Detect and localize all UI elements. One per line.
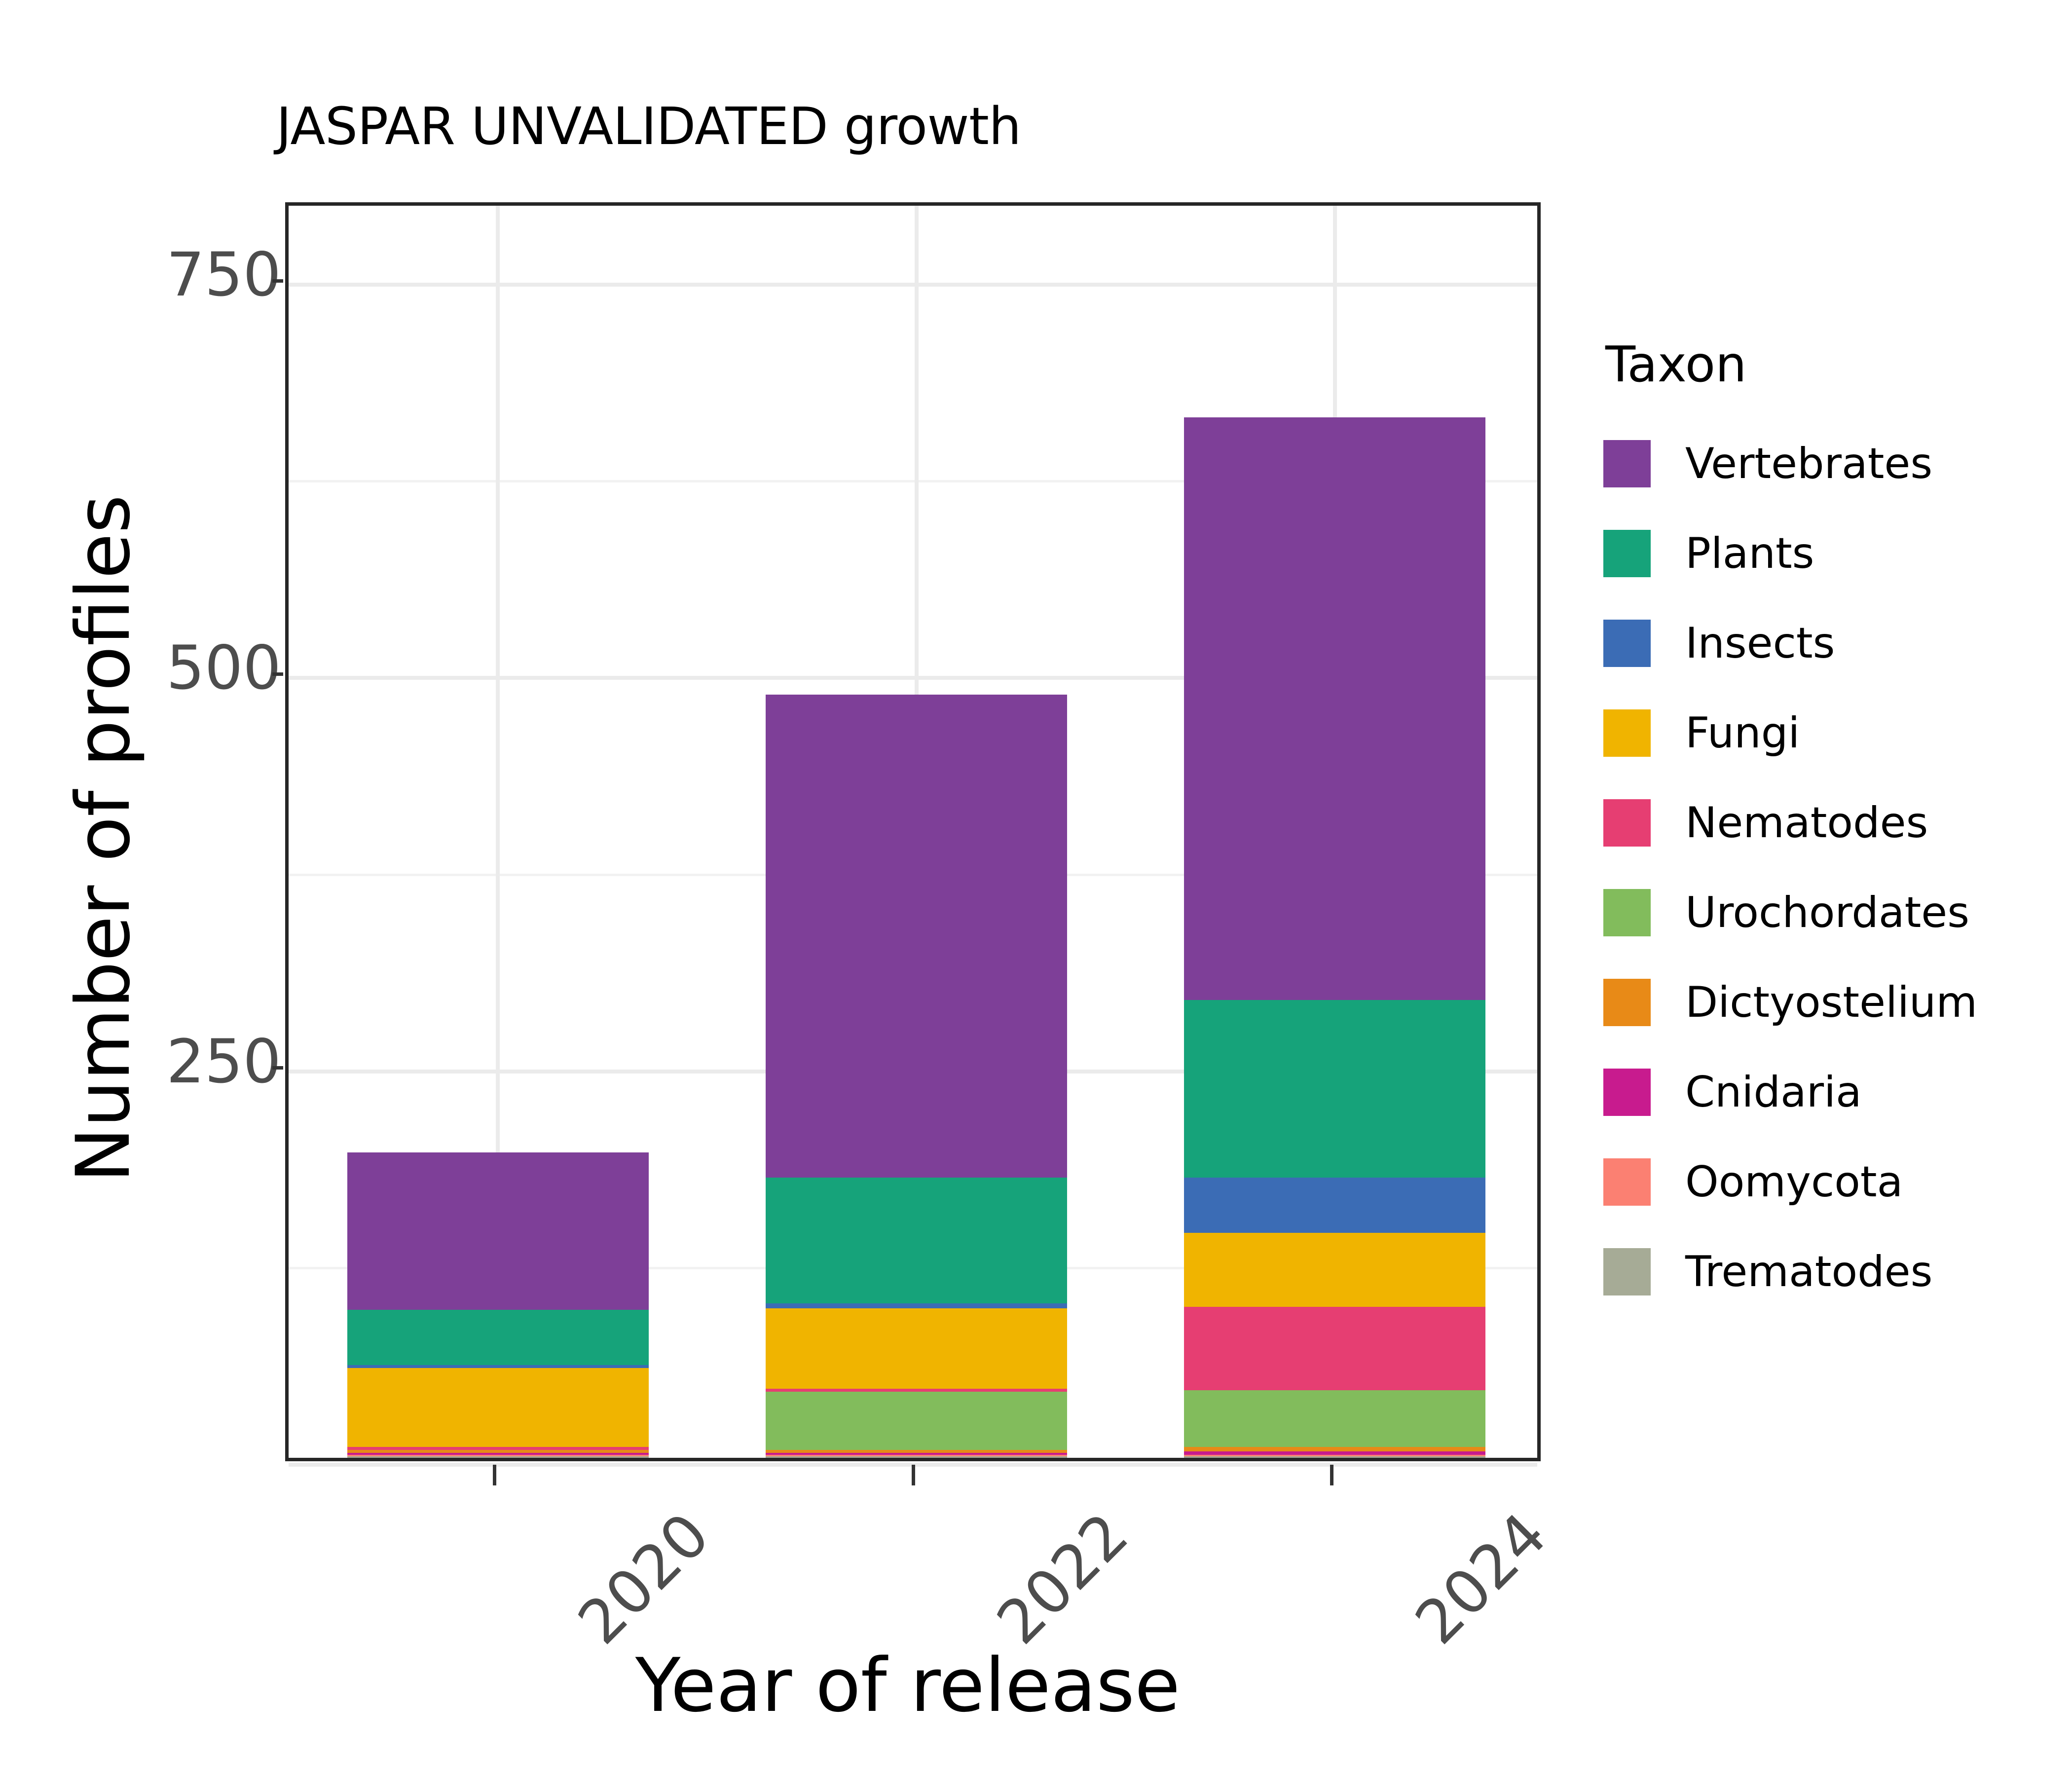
y-tick-label-250: 250 — [166, 1026, 281, 1097]
bar-segment-2024-fungi[interactable] — [1184, 1232, 1486, 1307]
legend-label-insects: Insects — [1685, 619, 1835, 668]
legend: Taxon Vertebrates Plants Insects Fungi Nemat… — [1603, 335, 2037, 1317]
bar-segment-2022-plants[interactable] — [766, 1178, 1067, 1304]
bar-2020[interactable] — [347, 1152, 649, 1458]
chart-title: JASPAR UNVALIDATED growth — [276, 96, 1021, 156]
x-tick-label-2024: 2024 — [1402, 1500, 1560, 1658]
x-tick-mark-2024 — [1330, 1465, 1333, 1485]
x-tick-label-2022: 2022 — [983, 1500, 1142, 1658]
legend-title: Taxon — [1605, 335, 1747, 393]
bar-segment-2020-trematodes[interactable] — [347, 1456, 649, 1458]
bar-segment-2022-cnidaria[interactable] — [766, 1453, 1067, 1455]
x-tick-mark-2022 — [911, 1465, 915, 1485]
legend-swatch-trematodes — [1603, 1248, 1651, 1295]
y-tick-label-500: 500 — [166, 633, 281, 703]
legend-item-plants[interactable]: Plants — [1603, 509, 2037, 598]
legend-swatch-insects — [1603, 620, 1651, 667]
bar-segment-2022-fungi[interactable] — [766, 1308, 1067, 1389]
bar-segment-2024-plants[interactable] — [1184, 999, 1486, 1178]
bar-segment-2024-nematodes[interactable] — [1184, 1306, 1486, 1390]
plot-panel — [285, 202, 1541, 1467]
legend-label-oomycota: Oomycota — [1685, 1157, 1903, 1207]
legend-item-oomycota[interactable]: Oomycota — [1603, 1137, 2037, 1227]
bar-segment-2024-cnidaria[interactable] — [1184, 1451, 1486, 1455]
legend-item-vertebrates[interactable]: Vertebrates — [1603, 419, 2037, 509]
gridline-minor-625 — [289, 480, 1537, 483]
gridline-major-500 — [289, 676, 1537, 680]
bar-2022[interactable] — [766, 694, 1067, 1458]
bar-segment-2020-nematodes[interactable] — [347, 1446, 649, 1450]
bar-segment-2024-vertebrates[interactable] — [1184, 417, 1486, 1000]
legend-swatch-dictyostelium — [1603, 979, 1651, 1026]
y-tick-mark-750 — [272, 279, 283, 283]
bar-segment-2020-fungi[interactable] — [347, 1368, 649, 1447]
legend-label-nematodes: Nematodes — [1685, 798, 1928, 848]
bar-segment-2024-urochordates[interactable] — [1184, 1390, 1486, 1447]
gridline-vertical-2020 — [496, 206, 500, 1458]
legend-item-trematodes[interactable]: Trematodes — [1603, 1227, 2037, 1317]
x-tick-label-2020: 2020 — [565, 1500, 723, 1658]
gridline-major-750 — [289, 282, 1537, 287]
legend-item-nematodes[interactable]: Nematodes — [1603, 778, 2037, 868]
legend-label-fungi: Fungi — [1685, 708, 1800, 758]
x-tick-mark-2020 — [493, 1465, 497, 1485]
y-tick-mark-500 — [272, 672, 283, 676]
bar-segment-2020-insects[interactable] — [347, 1365, 649, 1369]
legend-label-trematodes: Trematodes — [1685, 1247, 1933, 1296]
bar-segment-2020-plants[interactable] — [347, 1310, 649, 1365]
legend-item-fungi[interactable]: Fungi — [1603, 688, 2037, 778]
x-axis-title: Year of release — [635, 1643, 1181, 1729]
bar-segment-2022-oomycota[interactable] — [766, 1454, 1067, 1456]
y-axis-title: Number of profiles — [61, 494, 147, 1183]
y-tick-mark-250 — [272, 1066, 283, 1070]
legend-label-cnidaria: Cnidaria — [1685, 1068, 1862, 1117]
legend-swatch-plants — [1603, 530, 1651, 577]
legend-item-cnidaria[interactable]: Cnidaria — [1603, 1047, 2037, 1137]
legend-label-urochordates: Urochordates — [1685, 888, 1970, 937]
legend-items: Vertebrates Plants Insects Fungi Nematodes Ur… — [1603, 419, 2037, 1317]
bar-segment-2020-dictyostelium[interactable] — [347, 1450, 649, 1453]
legend-item-urochordates[interactable]: Urochordates — [1603, 868, 2037, 958]
legend-swatch-nematodes — [1603, 799, 1651, 847]
bar-segment-2022-vertebrates[interactable] — [766, 694, 1067, 1178]
legend-swatch-urochordates — [1603, 889, 1651, 936]
legend-item-dictyostelium[interactable]: Dictyostelium — [1603, 958, 2037, 1047]
legend-swatch-vertebrates — [1603, 440, 1651, 487]
legend-label-dictyostelium: Dictyostelium — [1685, 978, 1978, 1027]
bar-segment-2022-insects[interactable] — [766, 1303, 1067, 1308]
legend-swatch-cnidaria — [1603, 1069, 1651, 1116]
bar-segment-2022-dictyostelium[interactable] — [766, 1450, 1067, 1453]
bar-segment-2024-trematodes[interactable] — [1184, 1456, 1486, 1458]
bar-segment-2020-oomycota[interactable] — [347, 1454, 649, 1456]
y-tick-label-750: 750 — [166, 239, 281, 310]
bar-segment-2020-vertebrates[interactable] — [347, 1152, 649, 1310]
bar-segment-2024-dictyostelium[interactable] — [1184, 1446, 1486, 1452]
bar-segment-2024-insects[interactable] — [1184, 1178, 1486, 1233]
legend-item-insects[interactable]: Insects — [1603, 598, 2037, 688]
bar-segment-2022-trematodes[interactable] — [766, 1456, 1067, 1458]
bar-2024[interactable] — [1184, 417, 1486, 1458]
legend-label-plants: Plants — [1685, 529, 1814, 578]
bar-segment-2022-urochordates[interactable] — [766, 1392, 1067, 1450]
bar-segment-2020-cnidaria[interactable] — [347, 1453, 649, 1455]
bar-segment-2022-nematodes[interactable] — [766, 1388, 1067, 1392]
bar-segment-2024-oomycota[interactable] — [1184, 1454, 1486, 1456]
legend-swatch-fungi — [1603, 709, 1651, 757]
legend-swatch-oomycota — [1603, 1158, 1651, 1206]
legend-label-vertebrates: Vertebrates — [1685, 439, 1933, 488]
